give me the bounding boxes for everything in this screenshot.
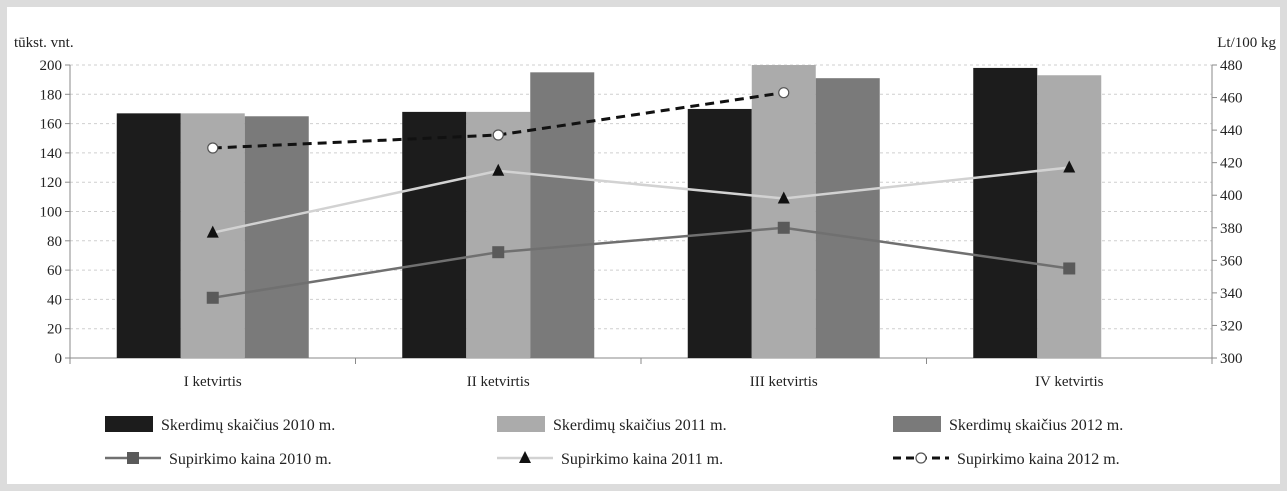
legend-label: Supirkimo kaina 2012 m. [957, 451, 1120, 468]
bar [1037, 75, 1102, 358]
y-left-tick-label: 100 [40, 205, 63, 221]
bar [973, 67, 1038, 359]
data-point [778, 87, 790, 99]
y-right-tick-label: 300 [1220, 351, 1243, 367]
legend-label: Skerdimų skaičius 2010 m. [161, 417, 335, 434]
y-right-tick-label: 460 [1220, 91, 1243, 107]
bar [116, 113, 181, 358]
y-left-tick-label: 60 [47, 263, 62, 279]
legend-swatch [497, 416, 545, 432]
x-category-label: IV ketvirtis [1035, 374, 1104, 390]
legend-marker [127, 452, 139, 464]
legend-label: Supirkimo kaina 2011 m. [561, 451, 723, 468]
y-right-tick-label: 380 [1220, 221, 1243, 237]
data-point [206, 291, 219, 304]
x-category-label: I ketvirtis [184, 374, 242, 390]
y-axis-left-title: tūkst. vnt. [14, 35, 74, 51]
y-left-tick-label: 180 [40, 87, 63, 103]
legend-label: Skerdimų skaičius 2011 m. [553, 417, 727, 434]
bar [402, 111, 467, 358]
data-point [777, 191, 790, 204]
data-point [1063, 160, 1076, 173]
legend-marker [915, 452, 927, 464]
bar [751, 65, 816, 358]
y-left-tick-label: 80 [47, 234, 62, 250]
y-left-tick-label: 140 [40, 146, 63, 162]
y-left-tick-label: 20 [47, 322, 62, 338]
x-category-label: III ketvirtis [750, 374, 818, 390]
data-point [492, 129, 504, 141]
y-axis-right-title: Lt/100 kg [1217, 35, 1276, 51]
data-point [207, 142, 219, 154]
legend-label: Skerdimų skaičius 2012 m. [949, 417, 1123, 434]
y-left-tick-label: 200 [40, 58, 63, 74]
y-right-tick-label: 340 [1220, 286, 1243, 302]
data-point [777, 221, 790, 234]
data-point [492, 246, 505, 259]
y-right-tick-label: 320 [1220, 318, 1243, 334]
series-line [212, 226, 1070, 300]
y-left-tick-label: 120 [40, 175, 63, 191]
bar [466, 111, 531, 358]
data-point [1063, 262, 1076, 275]
y-left-tick-label: 40 [47, 292, 62, 308]
bar [815, 78, 880, 358]
bar [244, 116, 309, 359]
y-right-tick-label: 420 [1220, 156, 1243, 172]
y-right-tick-label: 400 [1220, 188, 1243, 204]
legend-marker [519, 451, 531, 463]
y-right-tick-label: 360 [1220, 253, 1243, 269]
y-right-tick-label: 440 [1220, 123, 1243, 139]
y-left-tick-label: 0 [55, 351, 63, 367]
y-left-tick-label: 160 [40, 117, 63, 133]
series-line [212, 166, 1070, 234]
x-category-label: II ketvirtis [467, 374, 530, 390]
y-right-tick-label: 480 [1220, 58, 1243, 74]
legend-swatch [893, 416, 941, 432]
bar [530, 72, 595, 358]
legend-swatch [105, 416, 153, 432]
data-point [206, 225, 219, 238]
legend-label: Supirkimo kaina 2010 m. [169, 451, 332, 468]
data-point [492, 163, 505, 176]
